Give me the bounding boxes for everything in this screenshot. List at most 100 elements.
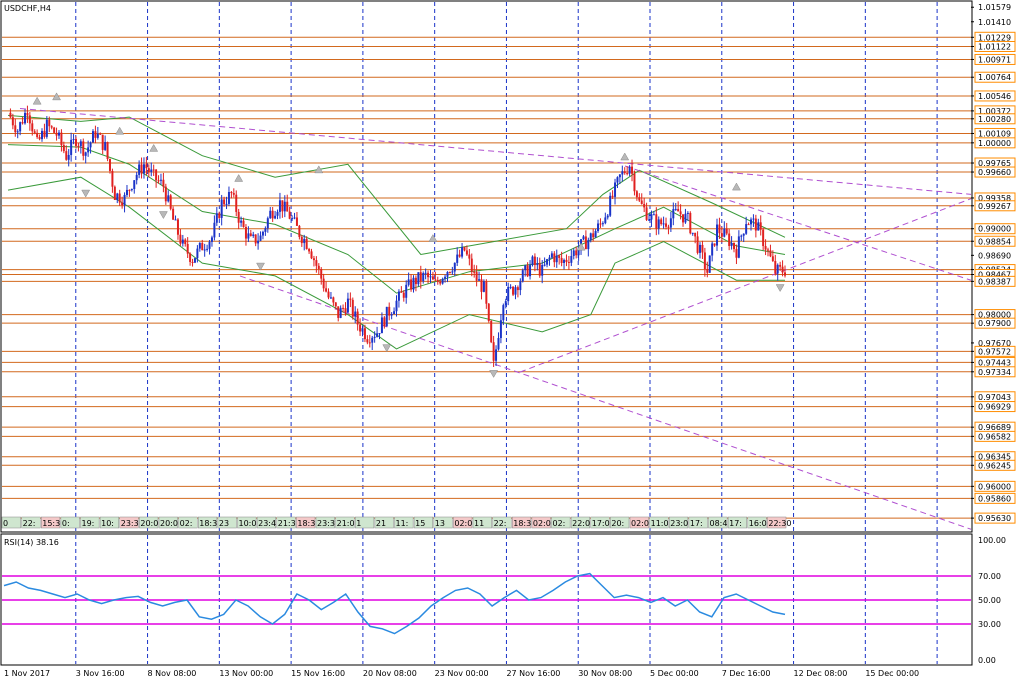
candle-body (325, 288, 328, 292)
time-strip-label: 17: (729, 519, 742, 528)
candle-body (509, 286, 512, 288)
candle-body (546, 259, 549, 265)
x-tick-label: 15 Nov 16:00 (291, 669, 345, 678)
candle-body (560, 257, 563, 263)
chart-title: USDCHF,H4 (4, 4, 51, 13)
candle-body (220, 199, 223, 218)
candle-body (725, 228, 728, 234)
candle-body (422, 272, 425, 281)
candle-body (223, 199, 226, 205)
candle-body (368, 342, 371, 344)
time-strip-label: 22: (494, 519, 507, 528)
time-strip-label: 23:30 (121, 519, 144, 528)
candle-body (140, 164, 143, 174)
candle-body (650, 214, 653, 220)
price-level-box (974, 459, 1016, 471)
price-tick-label: 0.98387 (978, 277, 1011, 286)
candle-body (237, 211, 240, 223)
time-strip-cell (21, 516, 41, 529)
candle-body (337, 306, 340, 318)
price-tick-label: 0.96689 (978, 423, 1011, 432)
price-level-box (974, 492, 1016, 504)
time-strip-cell (296, 516, 316, 529)
candle-body (563, 259, 566, 263)
candle-body (45, 119, 48, 137)
price-tick-label: 0.95860 (978, 494, 1011, 503)
time-strip-label: 02: (553, 519, 566, 528)
fractal-marker (732, 182, 741, 191)
candle-body (300, 236, 303, 244)
candle-body (441, 278, 444, 284)
candle-body (142, 164, 145, 174)
candle-body (582, 236, 585, 240)
time-strip-label: 08:45 (710, 519, 733, 528)
candle-body (67, 154, 70, 160)
candle-body (431, 276, 434, 280)
time-strip-label: 23:0 (670, 519, 688, 528)
candle-body (757, 222, 760, 231)
candle-body (767, 249, 770, 251)
candle-body (108, 159, 111, 171)
candle-body (584, 236, 587, 250)
candle-body (208, 241, 211, 249)
candle-body (419, 272, 422, 281)
candle-body (444, 276, 447, 279)
candle-body (278, 200, 281, 212)
candle-body (558, 255, 561, 258)
price-level-box (974, 345, 1016, 357)
time-strip-cell (767, 516, 787, 529)
time-strip-label: 22:0 (572, 519, 590, 528)
time-strip-label: 18:30 (513, 519, 536, 528)
candle-body (371, 337, 374, 343)
time-strip-cell (60, 516, 80, 529)
time-strip-cell (629, 516, 649, 529)
price-level-box (974, 137, 1016, 149)
candle-body (264, 228, 267, 232)
candle-body (206, 248, 209, 250)
candle-body (351, 299, 354, 317)
price-tick-label: 1.01579 (978, 3, 1011, 12)
candle-body (660, 219, 663, 224)
price-tick-label: 0.96245 (978, 461, 1011, 470)
candle-body (145, 164, 148, 169)
trend-lines (19, 107, 972, 530)
candle-body (463, 247, 466, 251)
candle-body (536, 263, 539, 266)
candle-body (19, 122, 22, 132)
rsi-tick-label: 50.00 (978, 596, 1001, 605)
candle-body (298, 225, 301, 237)
candle-body (774, 260, 777, 274)
candle-body (60, 132, 63, 146)
candle-body (82, 141, 85, 156)
candle-body (718, 224, 721, 234)
candle-body (541, 265, 544, 276)
candle-body (23, 112, 26, 124)
fractal-marker (428, 234, 438, 242)
candle-body (213, 222, 216, 238)
bb-upper-line (7, 114, 786, 256)
candle-body (655, 214, 658, 229)
candle-body (468, 254, 471, 259)
time-strip-cell (688, 516, 708, 529)
time-strip-cell (178, 516, 198, 529)
rsi-tick-label: 0.00 (978, 656, 996, 665)
candle-body (274, 215, 277, 219)
candle-body (606, 215, 609, 218)
time-strip-label: 22:30 (768, 519, 791, 528)
candle-body (711, 243, 714, 256)
time-strip-cell (472, 516, 492, 529)
candle-body (269, 210, 272, 219)
candle-body (759, 222, 762, 230)
time-strip-cell (158, 516, 178, 529)
rsi-tick-label: 70.00 (978, 572, 1001, 581)
price-level-box (974, 235, 1016, 247)
time-strip-cell (139, 516, 159, 529)
candle-body (310, 251, 313, 259)
candle-body (577, 248, 580, 256)
price-level-box (974, 40, 1016, 52)
candle-body (453, 262, 456, 272)
candle-body (597, 223, 600, 232)
candle-body (436, 280, 439, 282)
candle-body (533, 256, 536, 266)
